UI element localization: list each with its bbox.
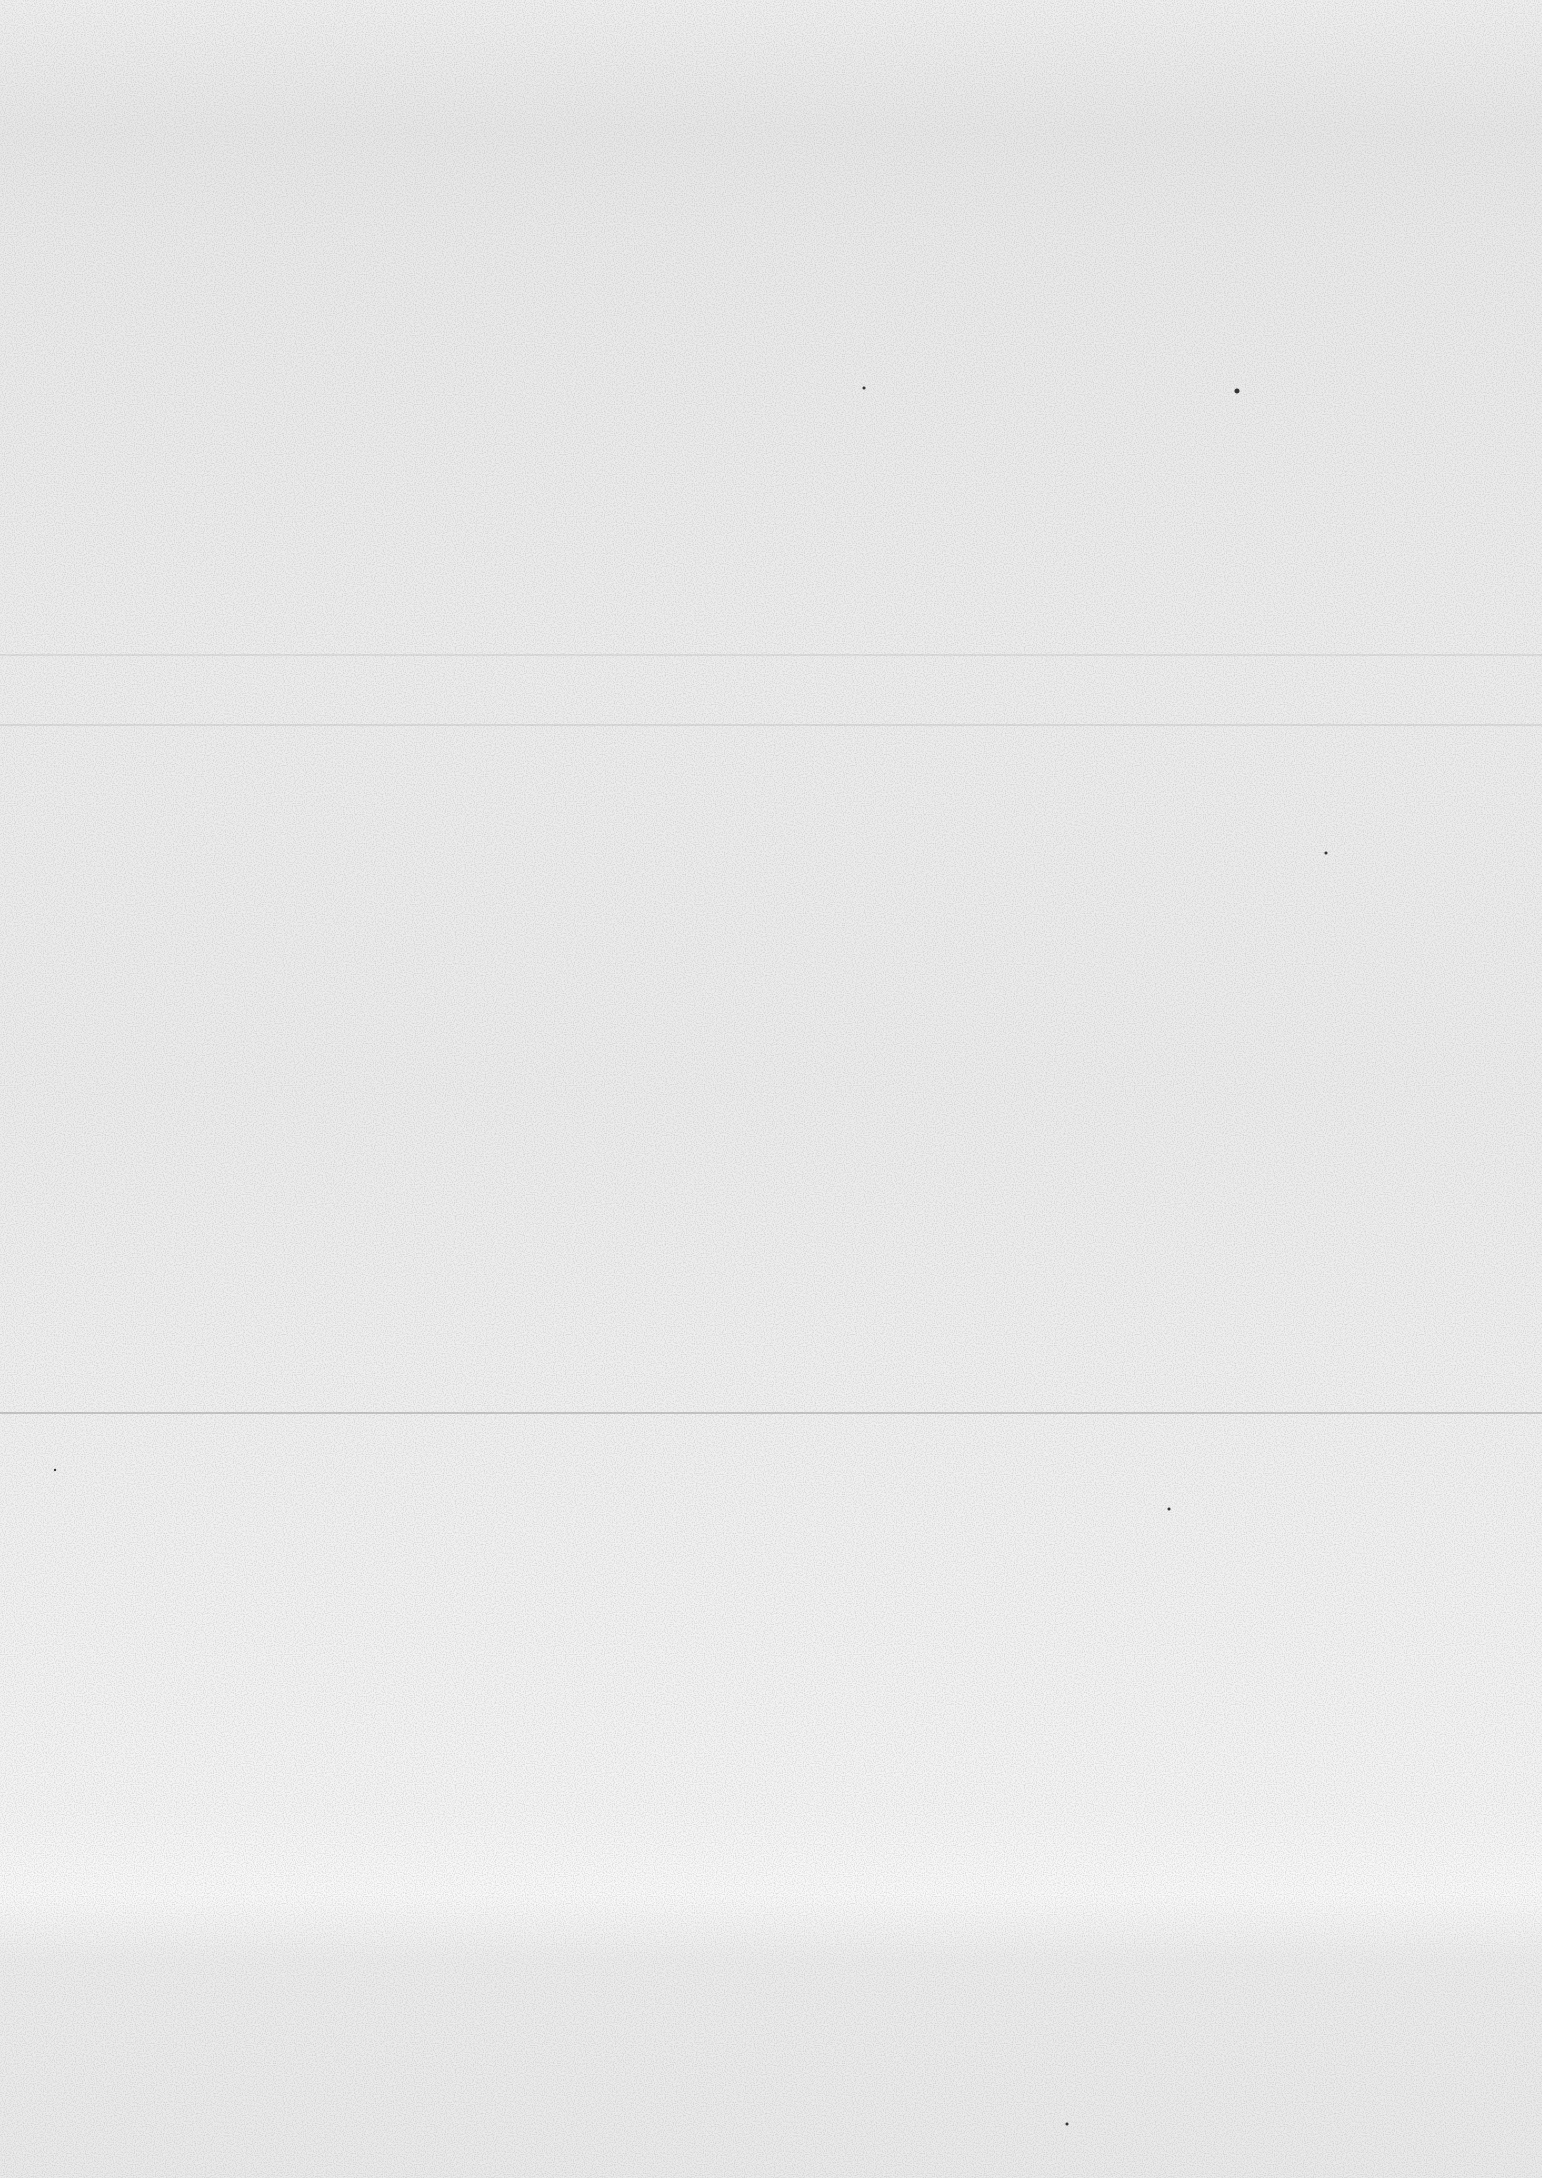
speck — [1065, 2122, 1069, 2126]
speck — [53, 1468, 57, 1472]
speck — [1234, 388, 1240, 394]
speck — [862, 386, 866, 390]
specks — [53, 386, 1328, 2126]
speck — [1324, 851, 1328, 855]
speck — [1167, 1507, 1171, 1511]
